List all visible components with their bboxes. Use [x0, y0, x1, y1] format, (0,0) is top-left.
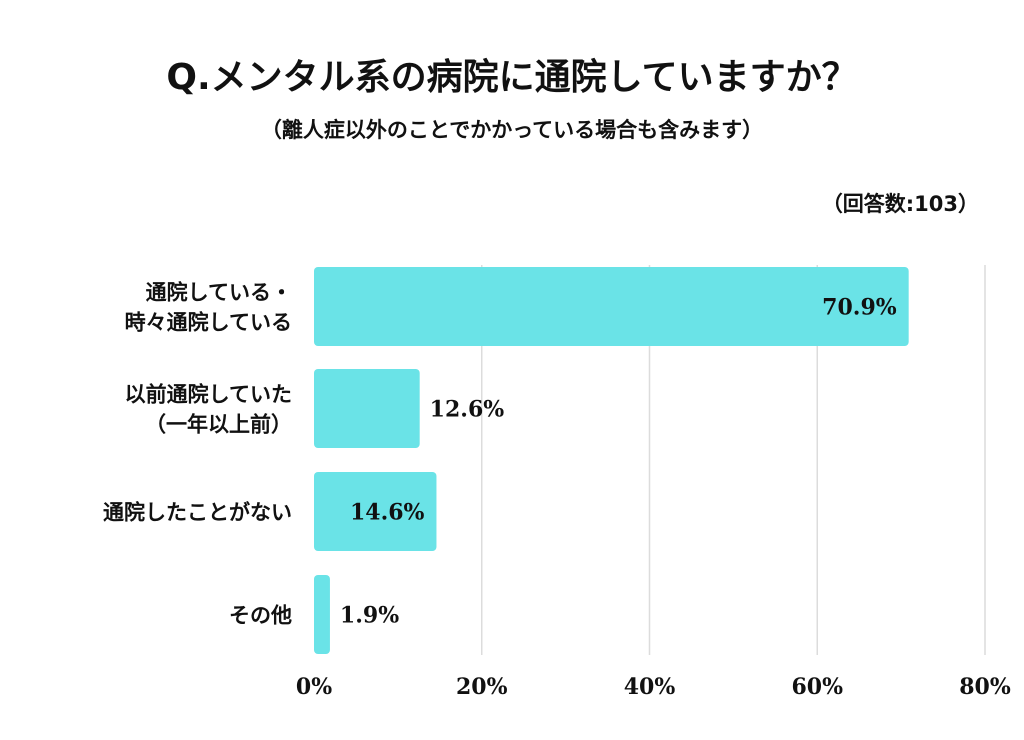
bar [314, 369, 420, 448]
x-tick-label: 60% [791, 674, 843, 700]
bar [314, 472, 437, 551]
bar [314, 575, 330, 654]
data-label: 12.6% [430, 397, 505, 423]
category-label: （一年以上前） [145, 413, 292, 437]
data-label: 14.6% [350, 500, 425, 526]
category-label: 通院したことがない [103, 501, 292, 525]
data-label: 70.9% [822, 295, 897, 321]
chart-subtitle: （離人症以外のことでかかっている場合も含みます） [260, 118, 764, 142]
respondent-count: （回答数:103） [821, 192, 979, 216]
category-label: その他 [229, 604, 292, 628]
category-label: 通院している・ [146, 281, 292, 305]
category-label: 以前通院していた [125, 383, 292, 407]
x-tick-label: 20% [456, 674, 508, 700]
data-label: 1.9% [340, 603, 399, 629]
x-tick-label: 0% [296, 674, 332, 700]
x-tick-label: 80% [959, 674, 1011, 700]
category-label: 時々通院している [125, 311, 292, 335]
chart-title: Q.メンタル系の病院に通院していますか？ [166, 57, 858, 98]
bar [314, 267, 909, 346]
x-tick-label: 40% [624, 674, 676, 700]
